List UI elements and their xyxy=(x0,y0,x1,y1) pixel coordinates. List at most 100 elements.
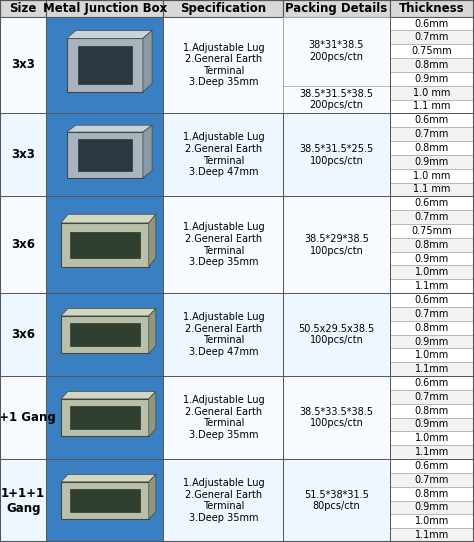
Text: 50.5x29.5x38.5
100pcs/ctn: 50.5x29.5x38.5 100pcs/ctn xyxy=(298,324,374,345)
Text: 3x3: 3x3 xyxy=(11,59,35,72)
Polygon shape xyxy=(61,214,156,223)
Bar xyxy=(390,183,474,196)
Bar xyxy=(0,293,46,376)
Bar xyxy=(390,0,474,17)
Text: 0.9mm: 0.9mm xyxy=(415,502,449,512)
Bar xyxy=(390,210,474,224)
Polygon shape xyxy=(61,474,156,482)
Text: 1.1 mm: 1.1 mm xyxy=(413,184,450,195)
Bar xyxy=(390,141,474,155)
Bar xyxy=(70,324,140,346)
Bar xyxy=(78,139,131,171)
Text: 3x6: 3x6 xyxy=(11,328,35,341)
Bar xyxy=(390,321,474,334)
Bar xyxy=(390,390,474,404)
Text: 0.6mm: 0.6mm xyxy=(415,115,449,125)
Bar xyxy=(283,17,390,86)
Text: 0.6mm: 0.6mm xyxy=(415,378,449,388)
Bar xyxy=(70,489,140,512)
Bar xyxy=(164,376,283,459)
Text: 1.0mm: 1.0mm xyxy=(415,517,449,526)
Bar xyxy=(390,196,474,293)
Bar xyxy=(390,459,474,542)
Text: 1.0mm: 1.0mm xyxy=(415,433,449,443)
Bar xyxy=(46,0,164,17)
Bar xyxy=(390,58,474,72)
Bar xyxy=(390,487,474,500)
Bar xyxy=(164,17,283,113)
Text: 0.6mm: 0.6mm xyxy=(415,295,449,305)
Bar xyxy=(46,376,164,459)
Text: Size: Size xyxy=(9,2,37,15)
Bar xyxy=(164,196,283,293)
Text: 1.Adjustable Lug
2.General Earth
Terminal
3.Deep 47mm: 1.Adjustable Lug 2.General Earth Termina… xyxy=(182,312,264,357)
Bar xyxy=(0,113,46,196)
Bar xyxy=(390,17,474,113)
Bar xyxy=(390,293,474,307)
Bar xyxy=(390,279,474,293)
Text: 0.6mm: 0.6mm xyxy=(415,198,449,208)
Text: 1.Adjustable Lug
2.General Earth
Terminal
3.Deep 35mm: 1.Adjustable Lug 2.General Earth Termina… xyxy=(182,395,264,440)
Bar xyxy=(390,100,474,113)
Text: 38.5*29*38.5
100pcs/ctn: 38.5*29*38.5 100pcs/ctn xyxy=(304,234,369,255)
Bar xyxy=(46,293,164,376)
Bar xyxy=(283,86,390,113)
Text: 1.Adjustable Lug
2.General Earth
Terminal
3.Deep 35mm: 1.Adjustable Lug 2.General Earth Termina… xyxy=(182,478,264,523)
Bar xyxy=(283,17,390,113)
Bar xyxy=(390,169,474,183)
Polygon shape xyxy=(61,308,156,316)
Bar xyxy=(283,113,390,196)
Bar xyxy=(61,223,149,267)
Polygon shape xyxy=(143,30,152,92)
Bar xyxy=(390,113,474,127)
Bar xyxy=(61,316,149,353)
Text: 0.8mm: 0.8mm xyxy=(415,240,449,250)
Text: 0.75mm: 0.75mm xyxy=(411,226,452,236)
Bar xyxy=(283,293,390,376)
Bar xyxy=(390,334,474,349)
Polygon shape xyxy=(61,391,156,399)
Polygon shape xyxy=(149,474,156,519)
Bar xyxy=(390,376,474,390)
Text: 0.8mm: 0.8mm xyxy=(415,322,449,333)
Bar xyxy=(390,349,474,362)
Bar xyxy=(390,362,474,376)
Polygon shape xyxy=(67,125,152,132)
Text: 38*31*38.5
200pcs/ctn: 38*31*38.5 200pcs/ctn xyxy=(309,40,364,62)
Bar xyxy=(46,196,164,293)
Text: 1.Adjustable Lug
2.General Earth
Terminal
3.Deep 47mm: 1.Adjustable Lug 2.General Earth Termina… xyxy=(182,132,264,177)
Bar xyxy=(390,86,474,100)
Text: 1+1+1
Gang: 1+1+1 Gang xyxy=(1,487,45,514)
Bar xyxy=(67,38,143,92)
Text: Packing Details: Packing Details xyxy=(285,2,388,15)
Text: 38.5*31.5*38.5
200pcs/ctn: 38.5*31.5*38.5 200pcs/ctn xyxy=(300,89,374,111)
Bar xyxy=(61,399,149,436)
Bar xyxy=(390,224,474,238)
Text: 0.7mm: 0.7mm xyxy=(415,309,449,319)
Bar xyxy=(0,17,46,113)
Bar xyxy=(0,459,46,542)
Text: 38.5*33.5*38.5
100pcs/ctn: 38.5*33.5*38.5 100pcs/ctn xyxy=(300,406,374,428)
Bar xyxy=(390,307,474,321)
Text: 3x3: 3x3 xyxy=(11,149,35,162)
Bar xyxy=(164,293,283,376)
Bar xyxy=(46,113,164,196)
Bar xyxy=(390,266,474,279)
Bar xyxy=(390,459,474,473)
Bar xyxy=(283,459,390,542)
Text: 0.8mm: 0.8mm xyxy=(415,405,449,416)
Text: 1.0mm: 1.0mm xyxy=(415,267,449,278)
Bar xyxy=(46,17,164,113)
Bar xyxy=(0,376,46,459)
Bar xyxy=(390,238,474,251)
Bar xyxy=(390,44,474,58)
Bar xyxy=(70,231,140,258)
Bar xyxy=(390,251,474,266)
Bar xyxy=(390,376,474,459)
Bar xyxy=(390,72,474,86)
Text: 0.9mm: 0.9mm xyxy=(415,157,449,167)
Bar xyxy=(390,445,474,459)
Bar xyxy=(390,196,474,210)
Text: 38.5*31.5*25.5
100pcs/ctn: 38.5*31.5*25.5 100pcs/ctn xyxy=(299,144,374,166)
Text: 0.9mm: 0.9mm xyxy=(415,254,449,263)
